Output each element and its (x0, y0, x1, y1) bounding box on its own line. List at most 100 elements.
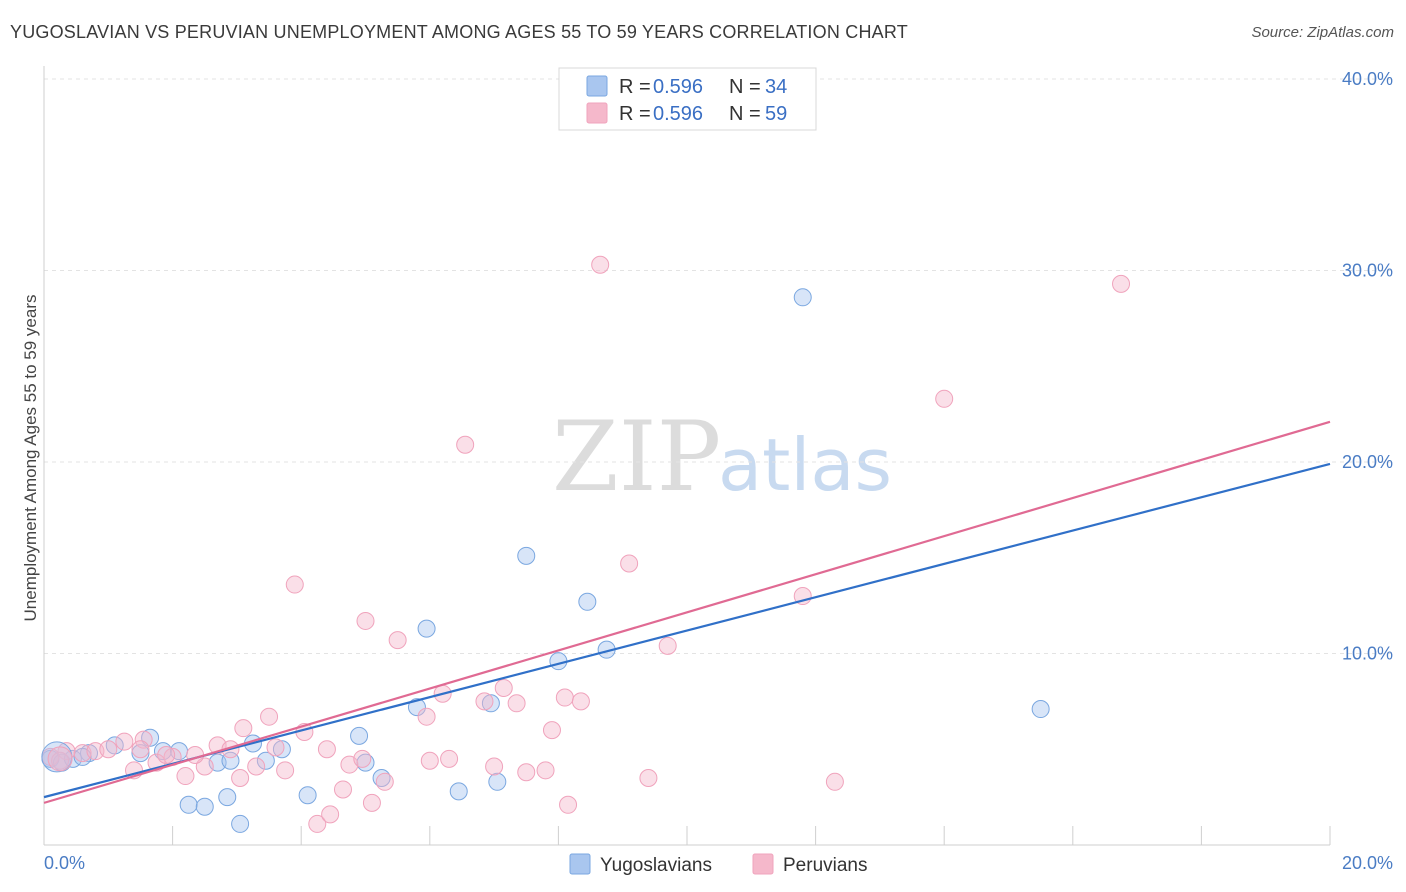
legend-r-label: R = (619, 103, 651, 125)
point-yugoslavians (549, 652, 568, 671)
watermark-atlas: atlas (718, 423, 892, 507)
y-axis-label: Unemployment Among Ages 55 to 59 years (21, 295, 40, 622)
point-yugoslavians (231, 814, 250, 833)
point-peruvians (176, 767, 195, 786)
point-peruvians (620, 554, 639, 573)
trend-line-yugoslavians (43, 462, 1331, 799)
point-peruvians (115, 732, 134, 751)
point-peruvians (333, 780, 352, 799)
point-peruvians (494, 678, 513, 697)
y-tick-label: 40.0% (1342, 69, 1393, 89)
point-yugoslavians (578, 592, 597, 611)
chart-title: YUGOSLAVIAN VS PERUVIAN UNEMPLOYMENT AMO… (10, 22, 908, 42)
legend-r-value: 0.596 (653, 76, 703, 98)
point-peruvians (571, 692, 590, 711)
series-legend: Yugoslavians Peruvians (569, 853, 868, 876)
legend-swatch-peruvians (752, 853, 774, 875)
point-yugoslavians (407, 698, 426, 717)
legend-label-yugoslavians: Yugoslavians (600, 855, 712, 876)
point-peruvians (375, 772, 394, 791)
point-peruvians (517, 763, 536, 782)
point-yugoslavians (350, 726, 369, 745)
legend-n-value: 59 (765, 103, 787, 125)
point-yugoslavians (793, 288, 812, 307)
y-tick-label: 30.0% (1342, 261, 1393, 281)
point-peruvians (247, 757, 266, 776)
legend-label-peruvians: Peruvians (783, 855, 868, 876)
point-peruvians (51, 751, 70, 770)
point-yugoslavians (256, 751, 275, 770)
point-yugoslavians (1031, 700, 1050, 719)
watermark-zip: ZIP (552, 401, 721, 513)
point-cluster-peruvians (47, 746, 73, 772)
point-peruvians (417, 707, 436, 726)
point-peruvians (276, 761, 295, 780)
point-peruvians (260, 707, 279, 726)
point-yugoslavians (298, 786, 317, 805)
point-peruvians (131, 740, 150, 759)
axes (43, 66, 1331, 846)
x-tick-label: 0.0% (44, 853, 85, 873)
point-yugoslavians (449, 782, 468, 801)
legend-swatch-yugoslavians (586, 75, 608, 97)
y-tick-labels: 10.0% 20.0% 30.0% 40.0% (1342, 69, 1393, 664)
legend-r-label: R = (619, 76, 651, 98)
point-yugoslavians (195, 797, 214, 816)
point-peruvians (157, 745, 176, 764)
point-peruvians (195, 757, 214, 776)
point-peruvians (536, 761, 555, 780)
legend-swatch-yugoslavians (569, 853, 591, 875)
y-tick-label: 20.0% (1342, 452, 1393, 472)
point-peruvians (134, 730, 153, 749)
point-yugoslavians (179, 795, 198, 814)
y-tick-label: 10.0% (1342, 644, 1393, 664)
point-peruvians (362, 793, 381, 812)
trend-lines (43, 420, 1331, 804)
point-peruvians (266, 738, 285, 757)
point-peruvians (99, 740, 118, 759)
point-peruvians (321, 805, 340, 824)
point-peruvians (231, 768, 250, 787)
source-label: Source: ZipAtlas.com (1251, 24, 1394, 41)
point-peruvians (356, 611, 375, 630)
point-peruvians (485, 757, 504, 776)
x-tick-label: 20.0% (1342, 853, 1393, 873)
trend-line-peruvians (43, 420, 1331, 804)
point-peruvians (388, 631, 407, 650)
point-peruvians (1112, 274, 1131, 293)
point-yugoslavians (488, 772, 507, 791)
legend-r-value: 0.596 (653, 103, 703, 125)
data-points (41, 255, 1131, 833)
point-peruvians (658, 636, 677, 655)
point-yugoslavians (141, 728, 160, 747)
point-peruvians (935, 389, 954, 408)
point-peruvians (542, 721, 561, 740)
legend-n-label: N = (729, 76, 761, 98)
point-peruvians (308, 814, 327, 833)
correlation-legend: R = 0.596 N = 34 R = 0.596 N = 59 (558, 67, 817, 131)
point-peruvians (591, 255, 610, 274)
point-peruvians (825, 772, 844, 791)
point-yugoslavians (417, 619, 436, 638)
point-peruvians (507, 694, 526, 713)
point-yugoslavians (131, 744, 150, 763)
point-peruvians (475, 692, 494, 711)
point-peruvians (353, 749, 372, 768)
point-peruvians (420, 751, 439, 770)
x-tick-labels: 0.0% 20.0% (44, 853, 1393, 873)
legend-n-label: N = (729, 103, 761, 125)
point-peruvians (317, 740, 336, 759)
point-peruvians (456, 435, 475, 454)
point-peruvians (555, 688, 574, 707)
point-peruvians (440, 749, 459, 768)
point-peruvians (234, 719, 253, 738)
point-yugoslavians (517, 546, 536, 565)
point-peruvians (559, 795, 578, 814)
legend-swatch-peruvians (586, 102, 608, 124)
legend-n-value: 34 (765, 76, 787, 98)
point-peruvians (639, 768, 658, 787)
gridlines (44, 78, 1392, 654)
point-yugoslavians (218, 788, 237, 807)
point-peruvians (285, 575, 304, 594)
